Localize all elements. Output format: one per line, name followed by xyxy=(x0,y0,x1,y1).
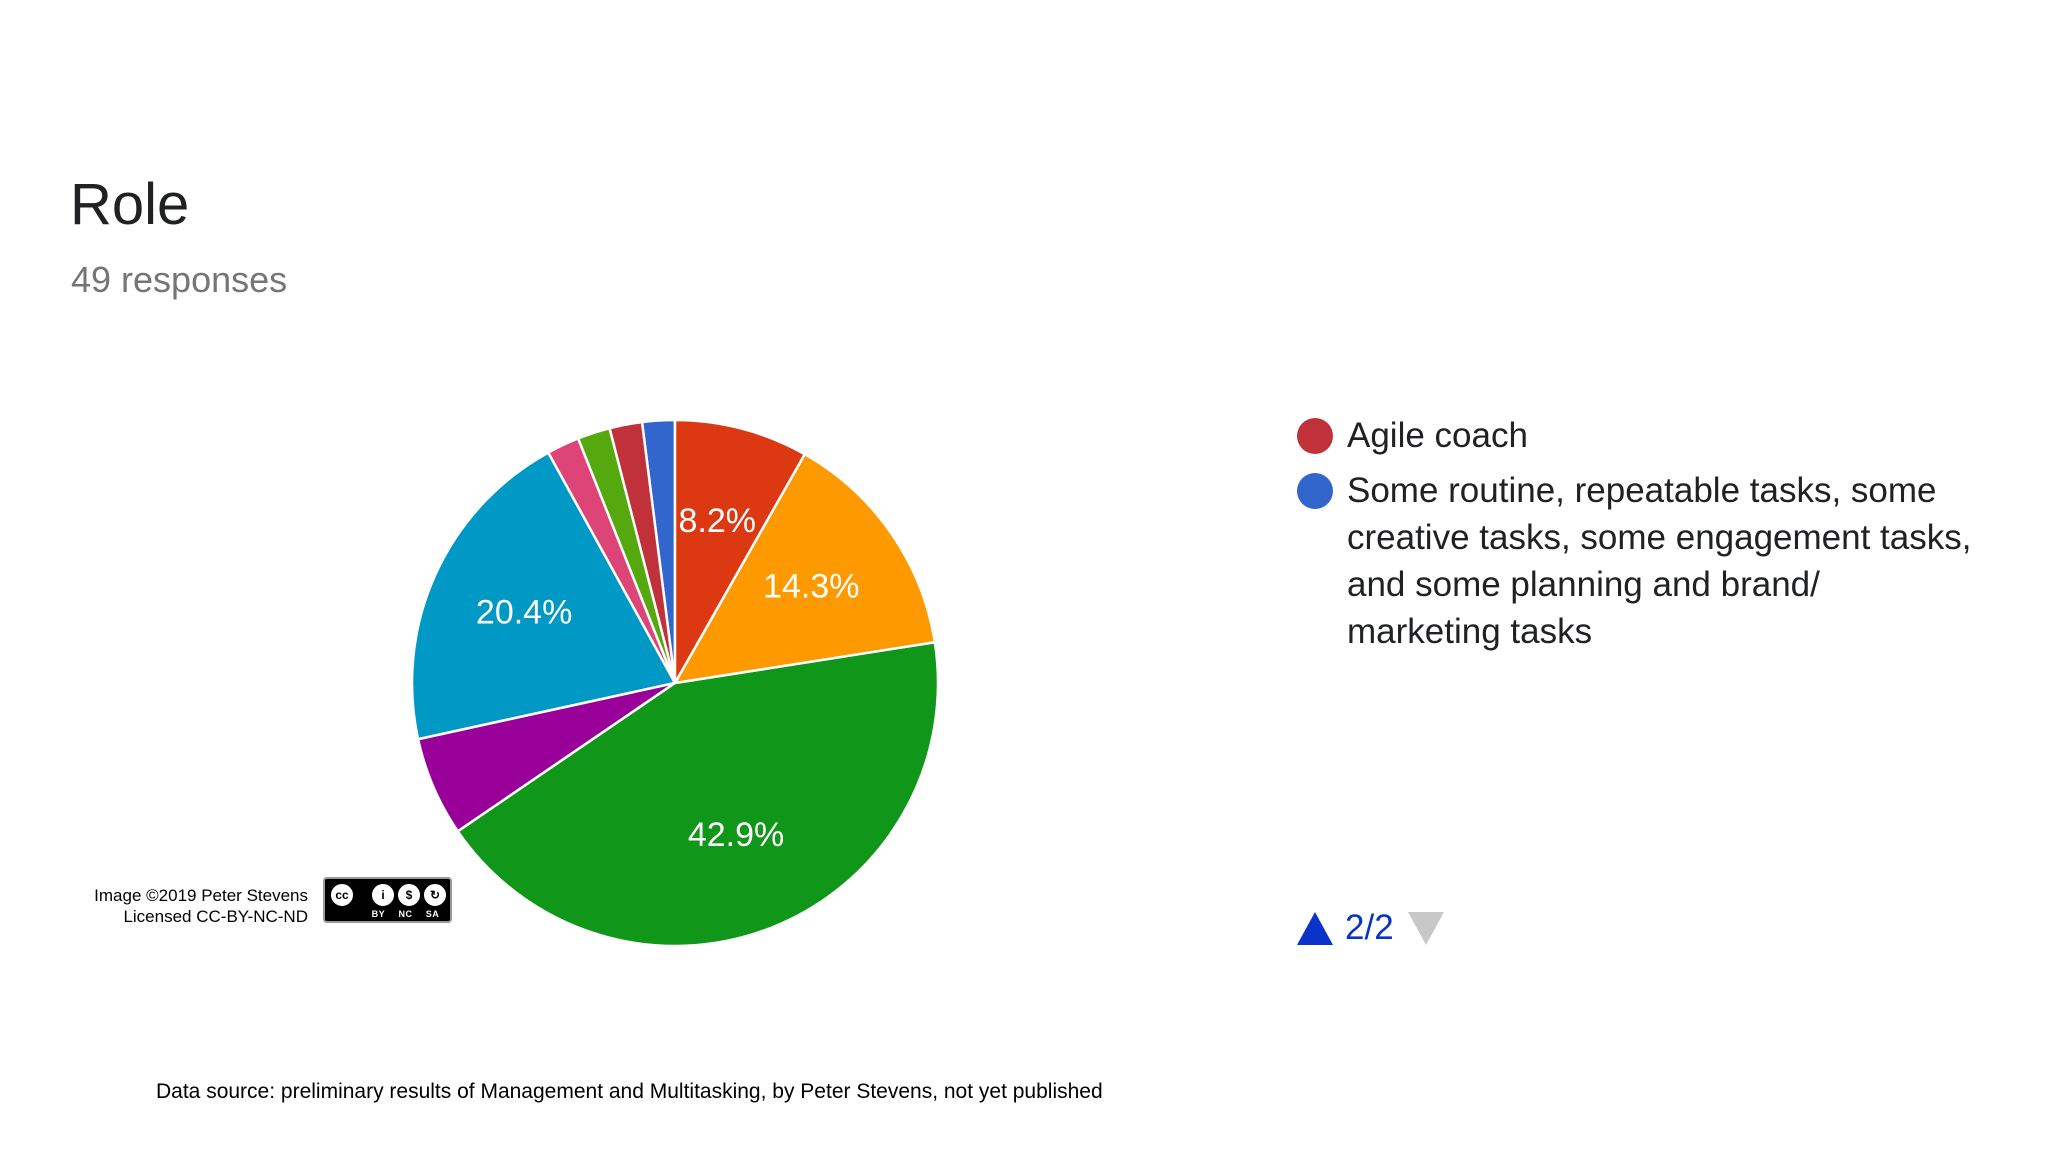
pie-slice-8 xyxy=(673,418,806,685)
noncommercial-icon: $ xyxy=(396,882,422,908)
legend-swatch xyxy=(1297,418,1333,454)
attribution-icon: i xyxy=(370,882,396,908)
pager-down-arrow-icon[interactable] xyxy=(1407,911,1444,945)
pie-slices xyxy=(410,418,940,948)
legend-item-routine-tasks: Some routine, repeatable tasks, some cre… xyxy=(1297,467,1977,655)
cc-icon: cc xyxy=(329,882,355,908)
cc-license-badge: cc i $ ↻ BY NC SA xyxy=(323,877,452,923)
cc-by-label: BY xyxy=(371,909,386,919)
pie-slice-6 xyxy=(456,640,940,948)
legend-swatch xyxy=(1297,473,1333,509)
cc-nc-label: NC xyxy=(398,909,413,919)
pie-labels: 20.4% 42.9% 14.3%8.2% xyxy=(476,502,860,854)
response-count: 49 responses xyxy=(71,259,288,300)
data-source-note: Data source: preliminary results of Mana… xyxy=(156,1080,1103,1103)
legend-item-agile-coach: Agile coach xyxy=(1297,412,1977,459)
legend: Agile coach Some routine, repeatable tas… xyxy=(1297,412,1977,663)
credit-line-2: Licensed CC-BY-NC-ND xyxy=(123,907,308,926)
cc-badge-icons: cc i $ ↻ xyxy=(325,879,450,911)
pie-slice-4 xyxy=(410,451,677,741)
legend-pager: 2/2 xyxy=(1297,908,1444,948)
pager-page: 2/2 xyxy=(1345,908,1394,947)
sharealike-icon: ↻ xyxy=(422,882,448,908)
slice-label-6: 42.9% xyxy=(688,816,784,854)
slice-label-7: 14.3% xyxy=(763,568,859,606)
cc-badge-labels: BY NC SA xyxy=(365,909,446,919)
cc-sa-label: SA xyxy=(425,909,440,919)
pie-slice-7 xyxy=(673,452,937,685)
pager-up-arrow-icon[interactable] xyxy=(1297,911,1333,945)
legend-label: Some routine, repeatable tasks, some cre… xyxy=(1347,471,1972,651)
image-credit: Image ©2019 Peter Stevens Licensed CC-BY… xyxy=(60,885,308,927)
slice-label-4: 20.4% xyxy=(476,593,572,631)
slice-label-8: 8.2% xyxy=(679,502,757,540)
chart-title: Role xyxy=(70,172,190,237)
legend-label: Agile coach xyxy=(1347,416,1528,455)
credit-line-1: Image ©2019 Peter Stevens xyxy=(94,886,308,905)
